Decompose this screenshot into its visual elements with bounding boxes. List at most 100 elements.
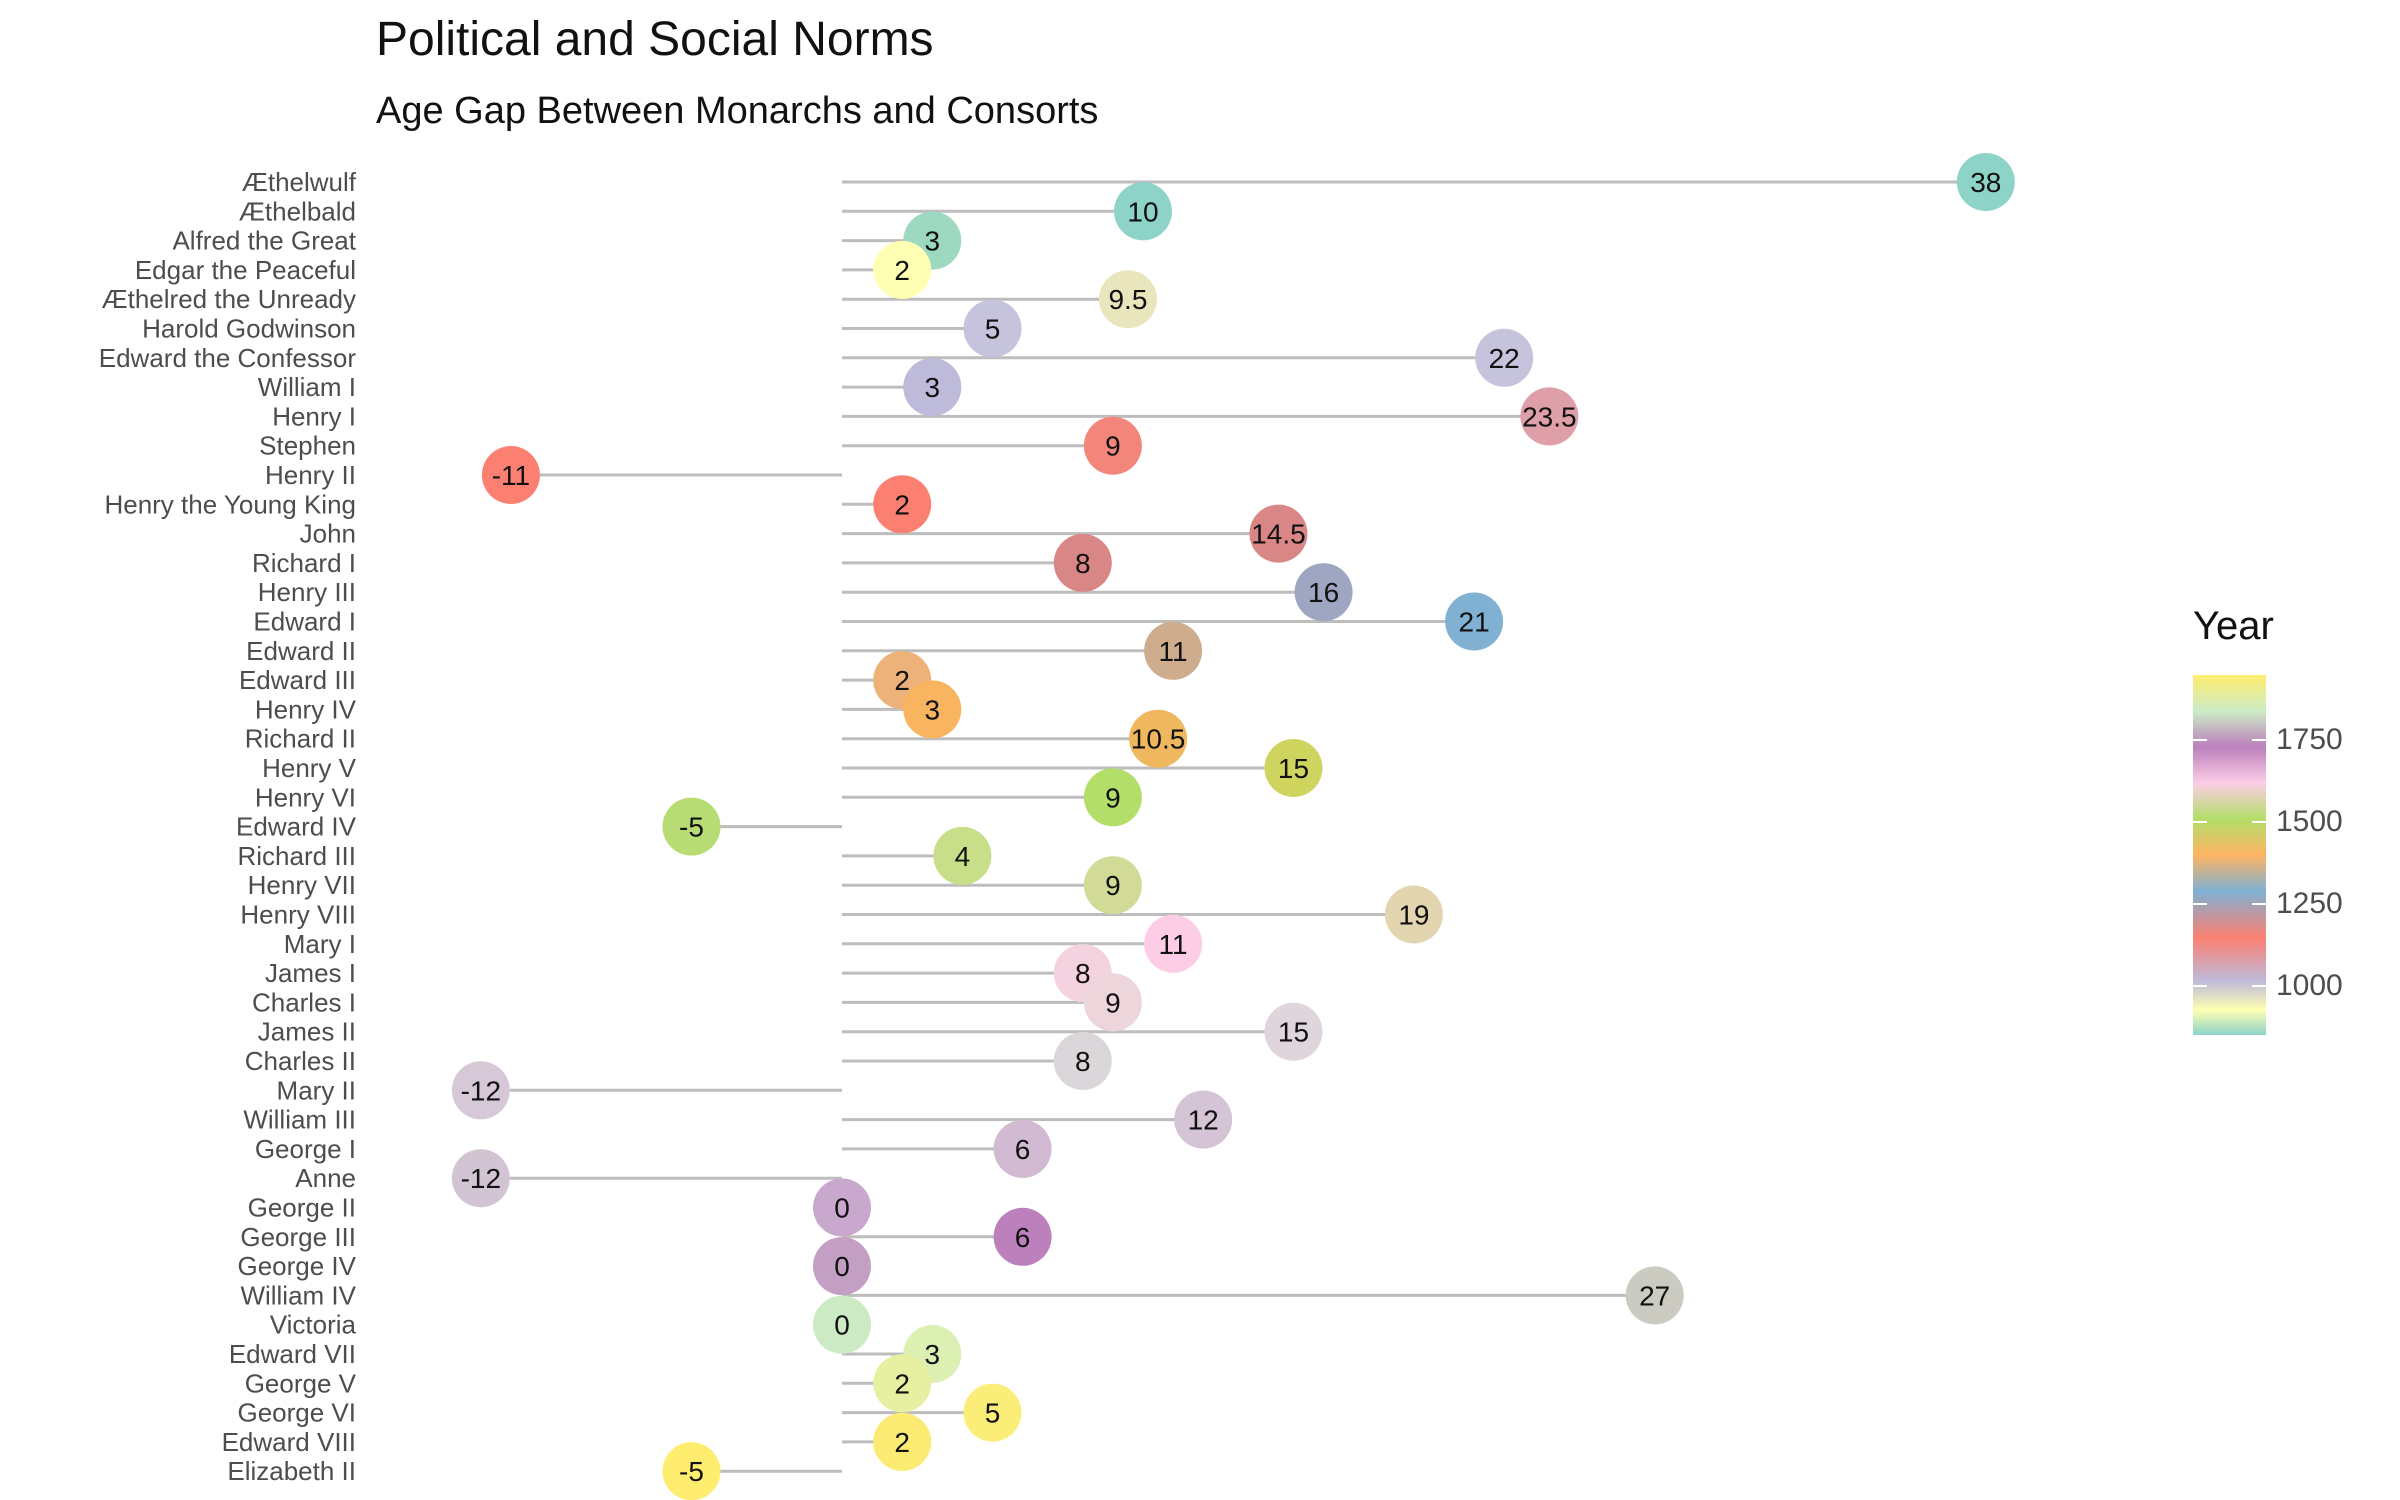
y-label-39: Victoria	[270, 1310, 357, 1340]
point-34	[451, 1149, 510, 1208]
legend-tick-0: 1000	[2276, 968, 2343, 1002]
y-label-37: George IV	[237, 1251, 356, 1281]
y-label-33: George I	[255, 1134, 356, 1164]
value-label-27: 8	[1075, 958, 1091, 989]
legend-tick-mark-right-3	[2252, 739, 2266, 742]
value-label-38: 27	[1639, 1280, 1670, 1311]
value-label-33: 6	[1015, 1134, 1031, 1165]
y-label-29: James II	[258, 1017, 356, 1047]
value-label-39: 0	[834, 1310, 850, 1341]
y-label-8: Henry I	[272, 401, 356, 431]
y-label-1: Æthelbald	[239, 196, 356, 226]
point-9	[1083, 416, 1142, 475]
point-6	[1475, 328, 1534, 387]
y-label-15: Edward I	[253, 607, 356, 637]
value-label-43: 2	[894, 1427, 910, 1458]
value-label-37: 0	[834, 1251, 850, 1282]
y-label-9: Stephen	[259, 431, 356, 461]
point-20	[1264, 739, 1323, 797]
point-19	[1129, 709, 1188, 768]
y-label-14: Henry III	[258, 577, 356, 607]
point-11	[873, 475, 932, 534]
value-label-20: 15	[1278, 753, 1309, 784]
point-21	[1083, 768, 1142, 827]
value-label-13: 8	[1075, 548, 1091, 579]
y-label-32: William III	[243, 1105, 356, 1135]
chart-title: Political and Social Norms	[376, 13, 934, 66]
point-22	[662, 797, 721, 856]
point-23	[933, 826, 992, 885]
point-44	[662, 1442, 721, 1500]
y-label-5: Harold Godwinson	[142, 314, 356, 344]
value-label-40: 3	[925, 1339, 941, 1370]
y-label-21: Henry VI	[255, 782, 356, 812]
legend-tick-mark-right-2	[2252, 821, 2266, 824]
chart-subtitle: Age Gap Between Monarchs and Consorts	[376, 90, 1099, 132]
value-label-5: 5	[985, 314, 1001, 345]
value-label-4: 9.5	[1108, 284, 1147, 315]
y-label-26: Mary I	[284, 929, 356, 959]
point-0	[1956, 153, 2015, 211]
y-label-42: George VI	[237, 1398, 356, 1428]
value-label-24: 9	[1105, 870, 1121, 901]
point-1	[1114, 182, 1172, 241]
point-4	[1098, 270, 1157, 329]
y-label-10: Henry II	[265, 460, 356, 490]
y-label-38: William IV	[240, 1280, 356, 1310]
value-label-0: 38	[1970, 167, 2001, 198]
point-7	[903, 358, 962, 417]
y-label-23: Richard III	[238, 841, 357, 871]
point-3	[873, 240, 932, 299]
legend-tick-3: 1750	[2276, 723, 2343, 757]
value-label-23: 4	[955, 841, 971, 872]
value-label-16: 11	[1159, 636, 1188, 667]
value-label-42: 5	[985, 1398, 1001, 1429]
y-label-11: Henry the Young King	[104, 489, 356, 519]
legend-tick-mark-right-0	[2252, 984, 2266, 987]
value-label-26: 11	[1159, 929, 1188, 960]
point-39	[813, 1295, 871, 1354]
value-label-15: 21	[1459, 607, 1490, 638]
legend-tick-mark-0	[2193, 984, 2207, 987]
value-label-31: -12	[461, 1075, 501, 1106]
y-label-44: Elizabeth II	[227, 1456, 356, 1486]
y-label-24: Henry VII	[248, 870, 356, 900]
point-42	[963, 1383, 1022, 1442]
point-12	[1249, 504, 1308, 563]
value-label-25: 19	[1398, 900, 1429, 931]
value-label-12: 14.5	[1251, 519, 1306, 550]
value-label-3: 2	[894, 255, 910, 286]
y-label-18: Henry IV	[255, 694, 357, 724]
value-label-14: 16	[1308, 577, 1339, 608]
points-layer: 3810329.5522323.59-11214.581621112310.51…	[451, 153, 2015, 1500]
y-label-27: James I	[265, 958, 356, 988]
point-28	[1083, 973, 1142, 1032]
value-label-10: -11	[492, 460, 530, 491]
y-label-41: George V	[245, 1368, 357, 1398]
value-label-28: 9	[1105, 987, 1121, 1018]
legend-title: Year	[2193, 604, 2274, 648]
point-43	[873, 1412, 932, 1471]
point-24	[1083, 856, 1142, 915]
y-label-17: Edward III	[239, 665, 356, 695]
y-label-7: William I	[258, 372, 356, 402]
value-label-8: 23.5	[1522, 401, 1577, 432]
y-label-12: John	[300, 519, 356, 549]
point-26	[1144, 914, 1203, 973]
point-14	[1294, 563, 1353, 622]
y-label-0: Æthelwulf	[242, 167, 357, 197]
y-label-2: Alfred the Great	[172, 226, 356, 256]
value-label-30: 8	[1075, 1046, 1091, 1077]
y-label-35: George II	[248, 1193, 356, 1223]
value-label-17: 2	[894, 665, 910, 696]
value-label-32: 12	[1188, 1105, 1219, 1136]
value-label-36: 6	[1015, 1222, 1031, 1253]
y-label-13: Richard I	[252, 548, 356, 578]
point-8	[1520, 387, 1579, 446]
value-label-6: 22	[1489, 343, 1520, 374]
point-33	[993, 1119, 1052, 1178]
point-38	[1625, 1266, 1684, 1325]
legend-colorbar	[2193, 675, 2266, 1035]
value-label-41: 2	[894, 1368, 910, 1399]
y-label-25: Henry VIII	[240, 900, 356, 930]
